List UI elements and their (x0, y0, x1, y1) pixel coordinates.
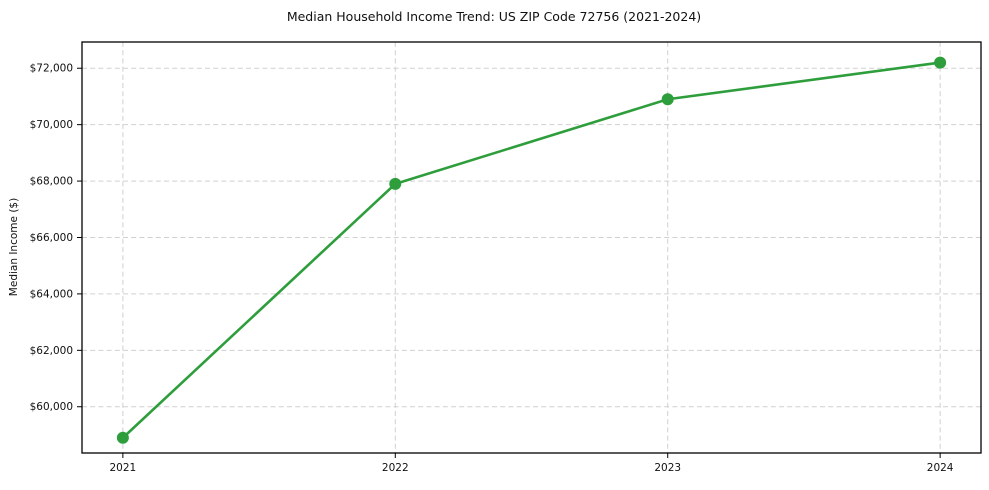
trend-line (121, 61, 942, 440)
data-point-2021 (116, 431, 129, 444)
y-tick-label: $64,000 (30, 288, 73, 300)
data-point-2023 (661, 93, 674, 106)
x-tick-label: 2024 (927, 462, 954, 474)
data-point-2024 (934, 56, 947, 69)
x-tick-label: 2023 (654, 462, 681, 474)
y-axis-label: Median Income ($) (8, 198, 20, 296)
data-point-2022 (389, 177, 402, 190)
y-tick-label: $70,000 (30, 119, 73, 131)
y-tick-label: $68,000 (30, 176, 73, 188)
x-tick-label: 2021 (109, 462, 136, 474)
y-tick-label: $72,000 (30, 63, 73, 75)
x-tick-label: 2022 (382, 462, 409, 474)
y-tick-label: $62,000 (30, 345, 73, 357)
chart-title: Median Household Income Trend: US ZIP Co… (287, 9, 701, 24)
y-tick-label: $66,000 (30, 232, 73, 244)
plot-border (81, 41, 982, 454)
plot-area: 2021 2022 2023 2024 $60,000 $62,000 $64,000 $66… (30, 41, 982, 474)
y-tick-label: $60,000 (30, 401, 73, 413)
